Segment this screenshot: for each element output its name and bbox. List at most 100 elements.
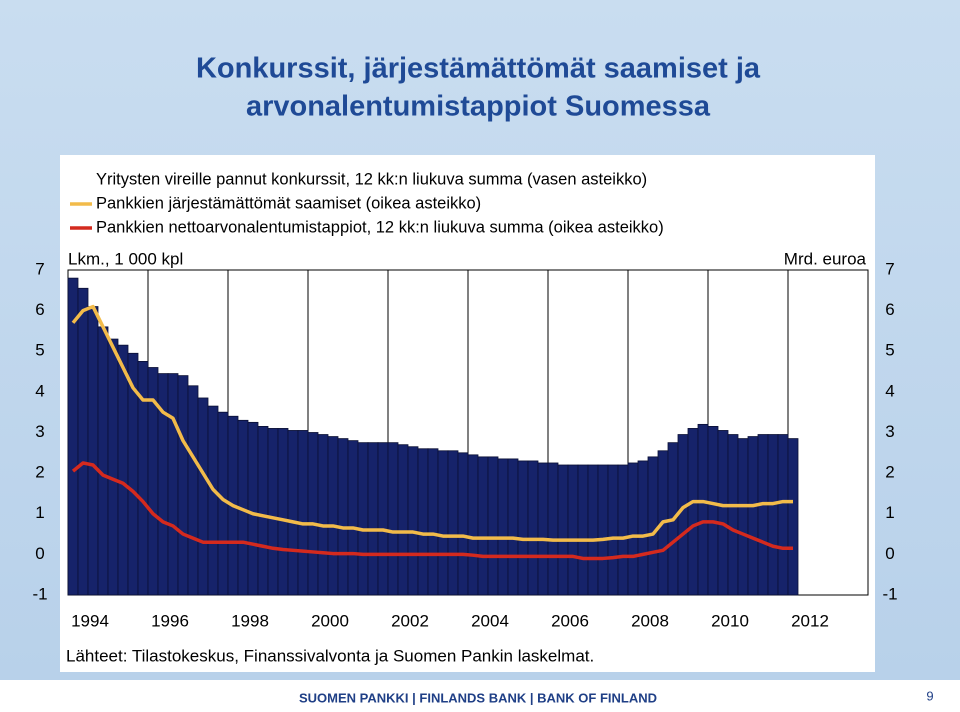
bar	[577, 464, 589, 596]
bar	[317, 434, 329, 596]
bar	[377, 442, 389, 596]
bar	[527, 460, 539, 596]
bar	[617, 464, 629, 596]
y-tick-label: 7	[35, 259, 44, 278]
bar	[167, 373, 179, 596]
y-tick-label: 1	[35, 503, 44, 522]
bar	[187, 385, 199, 596]
page-number: 9	[926, 688, 933, 703]
y2-tick-label: 4	[885, 381, 894, 400]
bar	[517, 460, 529, 596]
bar	[737, 438, 749, 596]
bar	[747, 436, 759, 596]
legend-label: Pankkien nettoarvonalentumistappiot, 12 …	[96, 218, 664, 236]
bar	[627, 462, 639, 596]
y2-tick-label: 6	[885, 300, 894, 319]
x-tick-label: 2008	[631, 611, 669, 630]
bar	[427, 448, 439, 596]
bar	[357, 442, 369, 596]
footer-text: SUOMEN PANKKI | FINLANDS BANK | BANK OF …	[299, 690, 657, 705]
y2-tick-label: -1	[882, 584, 897, 603]
bar	[557, 464, 569, 596]
bar	[287, 430, 299, 596]
y2-tick-label: 2	[885, 463, 894, 482]
bar	[547, 462, 559, 596]
bar	[567, 464, 579, 596]
line	[71, 304, 793, 542]
footer-bar	[0, 680, 960, 707]
x-tick-label: 2010	[711, 611, 749, 630]
bar	[757, 434, 769, 596]
bar	[407, 446, 419, 596]
bar	[717, 430, 729, 596]
bar	[647, 456, 659, 596]
x-tick-label: 2002	[391, 611, 429, 630]
line	[71, 461, 793, 561]
y-tick-label: 5	[35, 341, 44, 360]
y2-tick-label: 1	[885, 503, 894, 522]
y-tick-label: 2	[35, 463, 44, 482]
bar	[107, 338, 119, 596]
y-axis-label: Lkm., 1 000 kpl	[68, 249, 183, 268]
bar	[497, 458, 509, 596]
bar	[207, 405, 219, 596]
bar	[587, 464, 599, 596]
bar	[117, 344, 129, 596]
x-tick-label: 2000	[311, 611, 349, 630]
bar	[67, 277, 79, 596]
bar	[487, 456, 499, 596]
bar	[477, 456, 489, 596]
bar	[457, 452, 469, 596]
chart-title: Konkurssit, järjestämättömät saamiset ja	[196, 53, 761, 85]
y-tick-label: 3	[35, 422, 44, 441]
bar	[467, 454, 479, 596]
bar	[417, 448, 429, 596]
bar	[387, 442, 399, 596]
bar	[707, 426, 719, 596]
x-tick-label: 1996	[151, 611, 189, 630]
bar	[637, 460, 649, 596]
x-tick-label: 2012	[791, 611, 829, 630]
bar	[257, 426, 269, 596]
y-tick-label: 6	[35, 300, 44, 319]
x-tick-label: 2006	[551, 611, 589, 630]
bar	[597, 464, 609, 596]
bar	[397, 444, 409, 596]
y2-tick-label: 0	[885, 544, 894, 563]
bar	[437, 450, 449, 596]
y2-tick-label: 5	[885, 341, 894, 360]
bar	[677, 434, 689, 596]
bar	[767, 434, 779, 596]
bar	[367, 442, 379, 596]
legend-label: Yritysten vireille pannut konkurssit, 12…	[96, 170, 647, 188]
bar	[267, 428, 279, 596]
bar	[327, 436, 339, 596]
bar	[777, 434, 789, 596]
bar	[277, 428, 289, 596]
legend-label: Pankkien järjestämättömät saamiset (oike…	[96, 194, 481, 212]
y-tick-label: 0	[35, 544, 44, 563]
bar	[507, 458, 519, 596]
bar	[347, 440, 359, 596]
bar	[687, 428, 699, 596]
bar	[697, 423, 709, 596]
y-tick-label: -1	[32, 584, 47, 603]
bar	[97, 326, 109, 596]
bar	[727, 434, 739, 596]
y2-tick-label: 7	[885, 259, 894, 278]
y2-axis-label: Mrd. euroa	[784, 249, 867, 268]
bar	[337, 438, 349, 596]
bar	[307, 432, 319, 596]
bar	[297, 430, 309, 596]
y-tick-label: 4	[35, 381, 44, 400]
bar	[247, 421, 259, 596]
x-tick-label: 1994	[71, 611, 109, 630]
chart-title: arvonalentumistappiot Suomessa	[246, 91, 711, 123]
bar	[177, 375, 189, 596]
bar	[197, 397, 209, 596]
bar	[87, 306, 99, 596]
bar	[607, 464, 619, 596]
source-note: Lähteet: Tilastokeskus, Finanssivalvonta…	[66, 646, 594, 665]
bar	[447, 450, 459, 596]
